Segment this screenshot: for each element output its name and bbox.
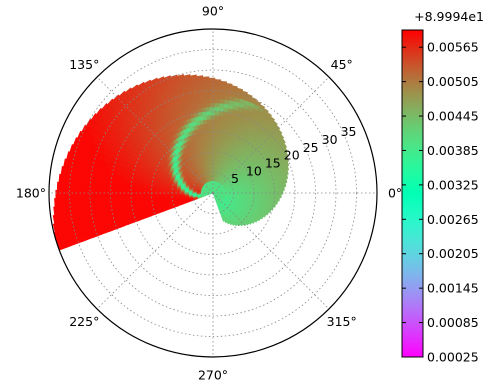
radial-tick-label: 10 bbox=[246, 163, 262, 178]
radial-tick-label: 35 bbox=[341, 124, 357, 139]
colorbar-tick-label: 0.00565 bbox=[427, 40, 479, 55]
colorbar-tick-label: 0.00145 bbox=[427, 281, 479, 296]
angular-tick-label: 315° bbox=[327, 314, 357, 329]
radial-tick-label: 5 bbox=[231, 171, 239, 186]
colorbar-offset-text: +8.9994e1 bbox=[414, 9, 484, 24]
radial-tick-label: 25 bbox=[303, 140, 319, 155]
heatmap-field bbox=[52, 74, 290, 252]
angular-tick-label: 135° bbox=[69, 57, 99, 72]
colorbar-tick-label: 0.00085 bbox=[427, 315, 479, 330]
radial-tick-label: 30 bbox=[322, 132, 338, 147]
angular-tick-label: 180° bbox=[16, 186, 46, 201]
angular-tick-label: 90° bbox=[202, 3, 224, 18]
colorbar-gradient bbox=[402, 30, 423, 357]
colorbar-tick-label: 0.00325 bbox=[427, 177, 479, 192]
colorbar-tick-label: 0.00265 bbox=[427, 212, 479, 227]
colorbar-tick-label: 0.00205 bbox=[427, 246, 479, 261]
angular-tick-label: 0° bbox=[388, 186, 402, 201]
radial-tick-label: 15 bbox=[265, 155, 281, 170]
colorbar: 0.00025 0.00085 0.00145 0.00205 0.00265 0.003… bbox=[401, 9, 484, 365]
colorbar-tick-label: 0.00025 bbox=[427, 350, 479, 365]
angular-tick-label: 225° bbox=[69, 314, 99, 329]
colorbar-tick-label: 0.00505 bbox=[427, 74, 479, 89]
angular-tick-label: 270° bbox=[198, 368, 228, 383]
colorbar-tick-label: 0.00445 bbox=[427, 109, 479, 124]
radial-tick-label: 20 bbox=[284, 148, 300, 163]
angular-tick-label: 45° bbox=[331, 57, 353, 72]
colorbar-tick-label: 0.00385 bbox=[427, 143, 479, 158]
